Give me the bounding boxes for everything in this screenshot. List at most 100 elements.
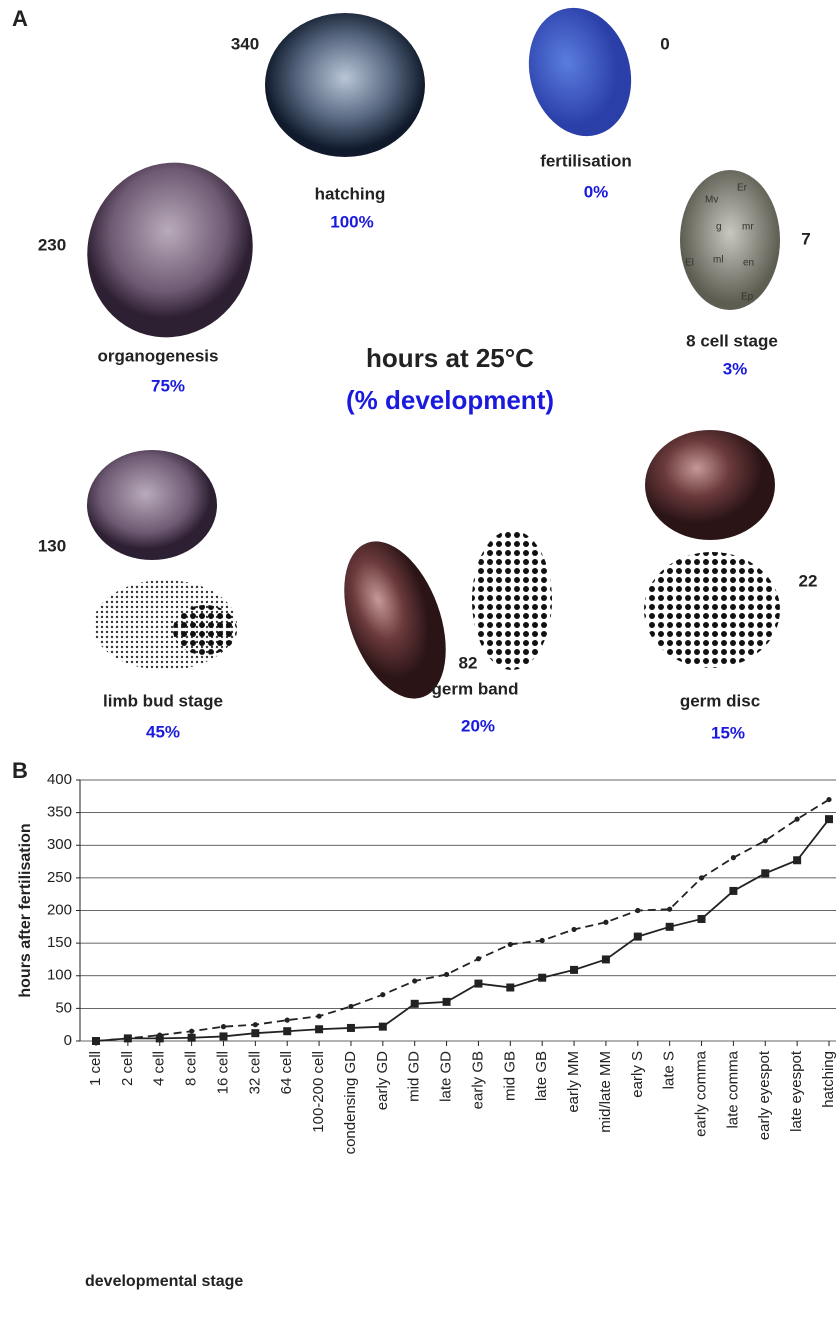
- x-tick-label: late GD: [438, 1051, 455, 1102]
- x-axis-title: developmental stage: [85, 1273, 243, 1290]
- data-point: [825, 815, 833, 823]
- x-tick-label: 32 cell: [246, 1051, 263, 1094]
- stage-name: 8 cell stage: [686, 331, 778, 350]
- x-tick-label: 2 cell: [119, 1051, 136, 1086]
- data-point: [285, 1018, 290, 1023]
- panel-label: A: [12, 6, 28, 31]
- panel-label: B: [12, 758, 28, 783]
- x-tick-label: early S: [629, 1051, 646, 1098]
- data-point: [474, 980, 482, 988]
- data-point: [602, 955, 610, 963]
- x-tick-label: late eyespot: [788, 1050, 805, 1132]
- x-tick-label: 16 cell: [214, 1051, 231, 1094]
- stage-hours: 340: [231, 34, 259, 53]
- data-point: [219, 1032, 227, 1040]
- embryo-image: [63, 139, 277, 360]
- y-tick-label: 50: [55, 999, 72, 1016]
- data-point: [443, 998, 451, 1006]
- stage-name: limb bud stage: [103, 691, 223, 710]
- y-tick-label: 250: [47, 869, 72, 886]
- data-point: [729, 887, 737, 895]
- stage-percent: 3%: [723, 359, 748, 378]
- x-tick-label: early MM: [565, 1051, 582, 1113]
- data-point: [571, 927, 576, 932]
- data-point: [476, 956, 481, 961]
- x-tick-label: hatching: [820, 1051, 836, 1108]
- cell-label: mr: [742, 222, 754, 233]
- y-tick-label: 350: [47, 804, 72, 821]
- x-tick-label: late S: [661, 1051, 678, 1089]
- data-point: [253, 1022, 258, 1027]
- data-point: [93, 1038, 98, 1043]
- center-subtitle: (% development): [346, 385, 554, 415]
- x-tick-label: mid GB: [501, 1051, 518, 1101]
- stage-name: hatching: [315, 184, 386, 203]
- data-point: [125, 1036, 130, 1041]
- data-point: [793, 856, 801, 864]
- series-line: [96, 819, 829, 1041]
- cell-label: Ep: [741, 292, 754, 303]
- embryo-drawing: [173, 605, 237, 655]
- stage-hours: 130: [38, 536, 66, 555]
- cell-label: Er: [737, 183, 748, 194]
- y-tick-label: 400: [47, 771, 72, 788]
- embryo-drawing: [472, 530, 552, 670]
- data-point: [188, 1034, 196, 1042]
- stage-hours: 0: [660, 34, 669, 53]
- y-tick-label: 0: [64, 1032, 72, 1049]
- embryo-image: [87, 450, 217, 560]
- stage-percent: 0%: [584, 182, 609, 201]
- embryo-image: [680, 170, 780, 310]
- data-point: [826, 797, 831, 802]
- data-point: [731, 855, 736, 860]
- data-point: [347, 1024, 355, 1032]
- cell-label: Mv: [705, 195, 718, 206]
- stage-name: germ disc: [680, 691, 760, 710]
- data-point: [538, 974, 546, 982]
- stage-percent: 75%: [151, 376, 185, 395]
- stage-hours: 82: [459, 653, 478, 672]
- data-point: [379, 1023, 387, 1031]
- data-point: [283, 1027, 291, 1035]
- stage-name: germ band: [432, 679, 519, 698]
- cell-label: ml: [713, 255, 724, 266]
- data-point: [444, 972, 449, 977]
- x-tick-label: mid GD: [406, 1051, 423, 1102]
- stage-hours: 7: [801, 229, 810, 248]
- embryo-drawing: [644, 552, 780, 668]
- data-point: [761, 869, 769, 877]
- stage-hours: 22: [799, 571, 818, 590]
- data-point: [667, 907, 672, 912]
- y-tick-label: 300: [47, 836, 72, 853]
- data-point: [506, 983, 514, 991]
- data-point: [666, 923, 674, 931]
- y-tick-label: 150: [47, 934, 72, 951]
- center-title: hours at 25°C: [366, 343, 534, 373]
- y-tick-label: 200: [47, 901, 72, 918]
- x-tick-label: 8 cell: [183, 1051, 200, 1086]
- data-point: [635, 908, 640, 913]
- x-tick-label: late comma: [724, 1050, 741, 1128]
- data-point: [348, 1004, 353, 1009]
- data-point: [221, 1024, 226, 1029]
- x-tick-label: 100-200 cell: [310, 1051, 327, 1133]
- y-axis-title: hours after fertilisation: [17, 823, 34, 997]
- data-point: [763, 838, 768, 843]
- data-point: [540, 938, 545, 943]
- embryo-image: [645, 430, 775, 540]
- stage-name: fertilisation: [540, 151, 632, 170]
- x-tick-label: condensing GD: [342, 1051, 359, 1155]
- x-tick-label: early comma: [692, 1050, 709, 1137]
- data-point: [508, 942, 513, 947]
- data-point: [189, 1029, 194, 1034]
- embryo-image: [265, 13, 425, 157]
- x-tick-label: early GD: [374, 1051, 391, 1110]
- x-tick-label: early GB: [469, 1051, 486, 1109]
- series-line: [96, 800, 829, 1041]
- data-point: [316, 1014, 321, 1019]
- x-tick-label: 1 cell: [87, 1051, 104, 1086]
- data-point: [315, 1025, 323, 1033]
- y-tick-label: 100: [47, 967, 72, 984]
- stage-percent: 20%: [461, 716, 495, 735]
- stage-name: organogenesis: [98, 346, 219, 365]
